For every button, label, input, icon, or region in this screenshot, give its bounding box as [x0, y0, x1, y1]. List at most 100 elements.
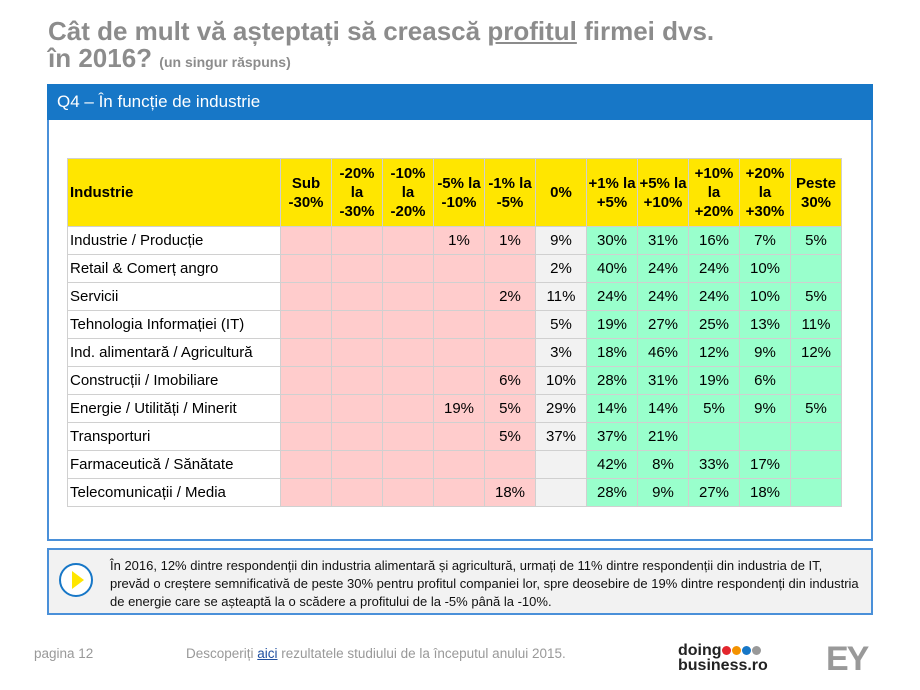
percent-cell	[331, 338, 383, 367]
percent-cell	[280, 282, 332, 311]
table-row: Transporturi 5% 37% 37% 21%	[67, 422, 842, 451]
percent-cell	[331, 422, 383, 451]
percent-cell	[535, 478, 587, 507]
percent-cell: 24%	[688, 282, 740, 311]
percent-cell: 31%	[637, 366, 689, 395]
percent-cell: 7%	[739, 226, 791, 255]
ey-logo: EY	[826, 640, 869, 678]
play-arrow-icon	[59, 563, 93, 597]
percent-cell	[280, 478, 332, 507]
percent-cell: 37%	[586, 422, 638, 451]
doingbusiness-logo: doing business.ro	[678, 642, 768, 675]
footer-text-post: rezultatele studiului de la începutul an…	[277, 646, 566, 661]
column-header: -20% la -30%	[331, 158, 383, 227]
percent-cell: 11%	[535, 282, 587, 311]
percent-cell	[790, 450, 842, 479]
note-text: În 2016, 12% dintre respondenții din ind…	[110, 558, 859, 609]
percent-cell: 1%	[433, 226, 485, 255]
footer-link[interactable]: aici	[257, 646, 278, 661]
industry-name: Retail & Comerț angro	[67, 254, 281, 283]
percent-cell	[331, 394, 383, 423]
column-header: +10% la +20%	[688, 158, 740, 227]
percent-cell: 29%	[535, 394, 587, 423]
percent-cell: 11%	[790, 310, 842, 339]
percent-cell: 24%	[586, 282, 638, 311]
percent-cell: 18%	[586, 338, 638, 367]
industry-name: Ind. alimentară / Agricultură	[67, 338, 281, 367]
percent-cell	[382, 282, 434, 311]
percent-cell	[331, 282, 383, 311]
percent-cell	[688, 422, 740, 451]
footer-text-pre: Descoperiți	[186, 646, 258, 661]
column-header: -10% la -20%	[382, 158, 434, 227]
percent-cell	[331, 226, 383, 255]
percent-cell: 3%	[535, 338, 587, 367]
percent-cell	[433, 338, 485, 367]
percent-cell: 9%	[739, 394, 791, 423]
percent-cell	[280, 310, 332, 339]
percent-cell: 19%	[586, 310, 638, 339]
percent-cell	[382, 394, 434, 423]
percent-cell	[433, 366, 485, 395]
industry-name: Telecomunicații / Media	[67, 478, 281, 507]
percent-cell: 21%	[637, 422, 689, 451]
industry-name: Transporturi	[67, 422, 281, 451]
percent-cell	[433, 282, 485, 311]
percent-cell: 18%	[739, 478, 791, 507]
title-subtitle: (un singur răspuns)	[159, 54, 291, 70]
percent-cell	[484, 338, 536, 367]
industry-name: Servicii	[67, 282, 281, 311]
percent-cell: 14%	[586, 394, 638, 423]
percent-cell: 9%	[739, 338, 791, 367]
percent-cell: 25%	[688, 310, 740, 339]
column-header: Sub -30%	[280, 158, 332, 227]
table-row: Tehnologia Informației (IT) 5% 19% 27% 25% 13…	[67, 310, 842, 339]
percent-cell: 5%	[790, 282, 842, 311]
percent-cell: 1%	[484, 226, 536, 255]
percent-cell	[331, 366, 383, 395]
percent-cell: 10%	[739, 254, 791, 283]
percent-cell	[484, 254, 536, 283]
footer-text: Descoperiți aici rezultatele studiului d…	[186, 646, 566, 661]
percent-cell: 5%	[484, 394, 536, 423]
percent-cell: 37%	[535, 422, 587, 451]
percent-cell	[382, 478, 434, 507]
page-number: pagina 12	[34, 646, 94, 661]
percent-cell	[382, 366, 434, 395]
column-header: Industrie	[67, 158, 281, 227]
table-header-row: Industrie Sub -30% -20% la -30% -10% la -20…	[67, 158, 842, 227]
percent-cell: 5%	[484, 422, 536, 451]
table-row: Servicii 2% 11% 24% 24% 24% 10% 5%	[67, 282, 842, 311]
percent-cell: 6%	[484, 366, 536, 395]
percent-cell	[280, 422, 332, 451]
percent-cell	[433, 254, 485, 283]
percent-cell	[535, 450, 587, 479]
title-text-end: firmei dvs.	[576, 16, 715, 46]
percent-cell: 18%	[484, 478, 536, 507]
percent-cell	[280, 338, 332, 367]
industry-name: Energie / Utilități / Minerit	[67, 394, 281, 423]
table-row: Retail & Comerț angro 2% 40% 24% 24% 10%	[67, 254, 842, 283]
percent-cell: 19%	[688, 366, 740, 395]
percent-cell	[382, 422, 434, 451]
industry-name: Farmaceutică / Sănătate	[67, 450, 281, 479]
table-row: Construcții / Imobiliare 6% 10% 28% 31% 19% 6%	[67, 366, 842, 395]
percent-cell: 33%	[688, 450, 740, 479]
column-header: +5% la +10%	[637, 158, 689, 227]
percent-cell: 30%	[586, 226, 638, 255]
percent-cell	[433, 310, 485, 339]
percent-cell: 27%	[688, 478, 740, 507]
percent-cell: 46%	[637, 338, 689, 367]
percent-cell	[382, 310, 434, 339]
percent-cell	[331, 450, 383, 479]
percent-cell	[331, 478, 383, 507]
table-row: Industrie / Producție 1% 1% 9% 30% 31% 16% 7% 5%	[67, 226, 842, 255]
percent-cell: 13%	[739, 310, 791, 339]
percent-cell: 17%	[739, 450, 791, 479]
percent-cell	[433, 450, 485, 479]
industry-table: Industrie Sub -30% -20% la -30% -10% la -20…	[67, 158, 842, 507]
percent-cell	[280, 254, 332, 283]
percent-cell: 2%	[484, 282, 536, 311]
table-row: Telecomunicații / Media 18% 28% 9% 27% 18%	[67, 478, 842, 507]
column-header: -1% la -5%	[484, 158, 536, 227]
